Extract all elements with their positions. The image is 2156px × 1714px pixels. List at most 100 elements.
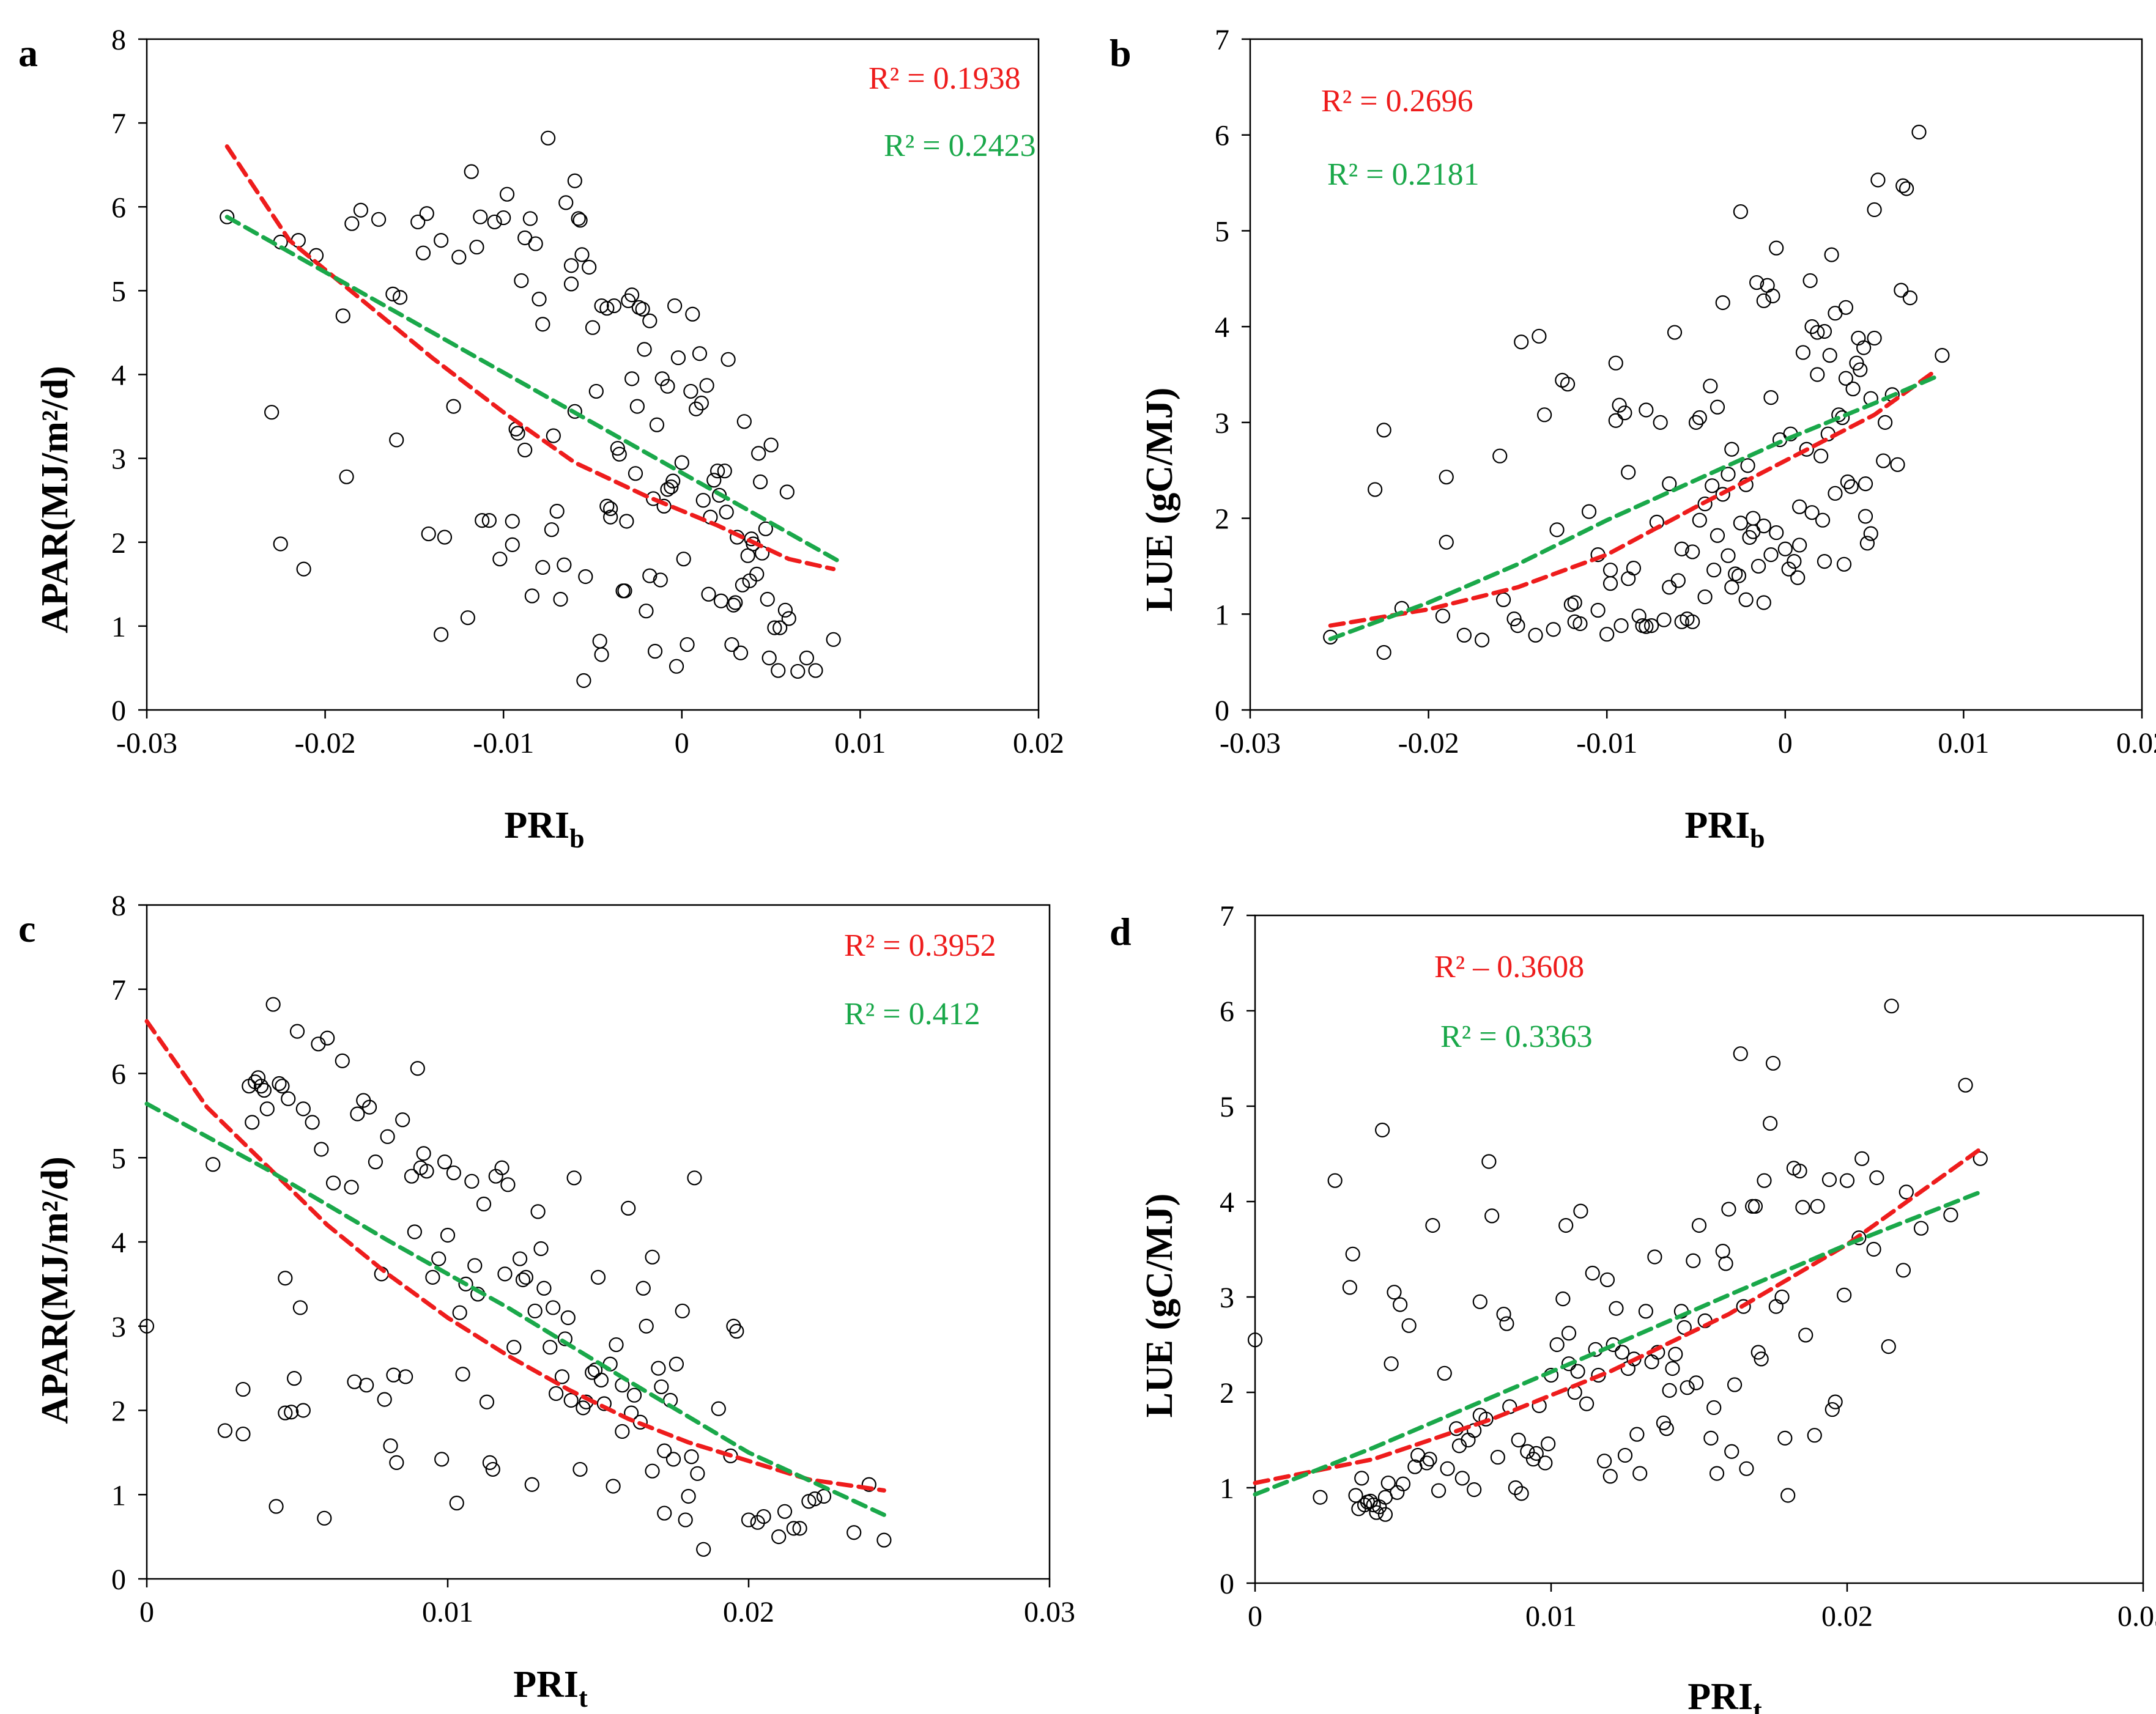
- data-point: [1839, 1173, 1855, 1188]
- plot-frame: [1249, 38, 2143, 711]
- data-point: [585, 320, 601, 335]
- data-point: [1840, 474, 1855, 490]
- data-point: [1895, 1263, 1911, 1278]
- data-point: [535, 317, 550, 332]
- chart-panel-d: 0 0.01 0.02 0.03 0 1 2 3 4 5 6 7 R² – 0.3608 R² = 0.3…: [1109, 900, 2156, 1714]
- data-point: [606, 1479, 621, 1494]
- data-point: [1817, 323, 1832, 339]
- data-point: [492, 552, 508, 567]
- data-point: [1570, 1364, 1585, 1379]
- data-point: [1821, 1172, 1837, 1188]
- data-point: [469, 239, 484, 255]
- green-fit-line: [224, 215, 845, 566]
- data-point: [647, 643, 663, 659]
- data-point: [1895, 178, 1911, 193]
- data-point: [1617, 1447, 1633, 1463]
- data-point: [335, 308, 350, 323]
- x-axis-title-subscript: t: [1753, 1695, 1762, 1714]
- data-point: [536, 1280, 552, 1296]
- data-point: [350, 1106, 365, 1121]
- data-point: [1638, 1304, 1653, 1319]
- data-point: [1792, 537, 1807, 553]
- data-point: [377, 1392, 392, 1407]
- data-point: [292, 1300, 308, 1315]
- data-point: [1769, 240, 1784, 256]
- data-point: [1375, 1122, 1390, 1138]
- data-point: [1777, 541, 1793, 556]
- data-point: [1597, 1454, 1612, 1469]
- data-point: [1674, 541, 1689, 556]
- data-point: [451, 249, 467, 265]
- data-point: [546, 1300, 561, 1315]
- data-point: [665, 473, 681, 489]
- data-point: [596, 1396, 612, 1411]
- data-point: [1856, 340, 1872, 355]
- data-point: [1437, 1365, 1452, 1381]
- data-point: [1599, 627, 1615, 642]
- data-point: [592, 634, 607, 649]
- data-point: [1750, 1345, 1766, 1360]
- data-point: [455, 1367, 470, 1382]
- data-point: [464, 164, 479, 179]
- data-point: [1525, 1452, 1541, 1467]
- data-point: [1647, 1249, 1662, 1265]
- data-point: [1579, 1396, 1595, 1411]
- data-point: [1798, 1328, 1813, 1343]
- data-point: [1715, 295, 1730, 311]
- data-point: [220, 209, 235, 224]
- data-point: [609, 1337, 624, 1353]
- data-point: [751, 446, 766, 461]
- data-point: [380, 1129, 395, 1144]
- data-point: [1795, 345, 1811, 360]
- data-point: [1859, 536, 1875, 551]
- data-point: [772, 620, 788, 635]
- data-point: [1439, 534, 1454, 550]
- data-point: [1377, 1507, 1393, 1522]
- data-point: [421, 526, 436, 542]
- data-point: [1731, 568, 1747, 583]
- data-point: [1804, 319, 1820, 334]
- data-point: [653, 572, 668, 588]
- r2-label-green: R² = 0.2181: [1327, 157, 1480, 192]
- data-point: [710, 464, 725, 479]
- data-point: [1715, 487, 1730, 502]
- data-point: [624, 287, 640, 303]
- data-point: [1706, 1400, 1722, 1416]
- data-point: [1632, 1466, 1648, 1481]
- data-point: [563, 276, 579, 292]
- data-point: [771, 1529, 787, 1545]
- data-point: [368, 1154, 383, 1170]
- data-point: [807, 1491, 823, 1507]
- data-point: [1573, 616, 1588, 632]
- x-tick-label: 0.02: [723, 1596, 774, 1628]
- data-point: [567, 173, 582, 188]
- data-point: [1828, 486, 1843, 501]
- data-point: [1599, 1272, 1615, 1288]
- data-point: [635, 1280, 651, 1296]
- data-point: [1943, 1207, 1958, 1222]
- data-point: [1810, 325, 1825, 340]
- data-point: [1799, 441, 1814, 457]
- data-point: [1626, 560, 1642, 576]
- data-point: [1520, 1444, 1535, 1459]
- data-point: [1674, 614, 1689, 629]
- data-point: [706, 473, 722, 488]
- data-point: [750, 1515, 765, 1530]
- data-point: [1376, 423, 1391, 438]
- data-point: [1815, 512, 1831, 528]
- y-tick-label: 2: [111, 527, 126, 560]
- x-tick-label: -0.01: [473, 727, 534, 759]
- y-axis-title: LUE (gC/MJ): [1139, 1194, 1180, 1418]
- data-point: [1792, 1163, 1807, 1179]
- data-point: [1549, 522, 1565, 537]
- data-point: [1639, 619, 1654, 634]
- data-point: [603, 509, 618, 525]
- data-point: [505, 537, 520, 552]
- data-point: [1849, 355, 1864, 371]
- x-tick-label: 0.01: [1525, 1600, 1577, 1633]
- data-point: [1422, 1452, 1437, 1467]
- data-point: [1662, 580, 1677, 595]
- data-point: [631, 300, 646, 315]
- data-point: [741, 1512, 757, 1527]
- y-tick-label: 0: [1220, 1568, 1234, 1600]
